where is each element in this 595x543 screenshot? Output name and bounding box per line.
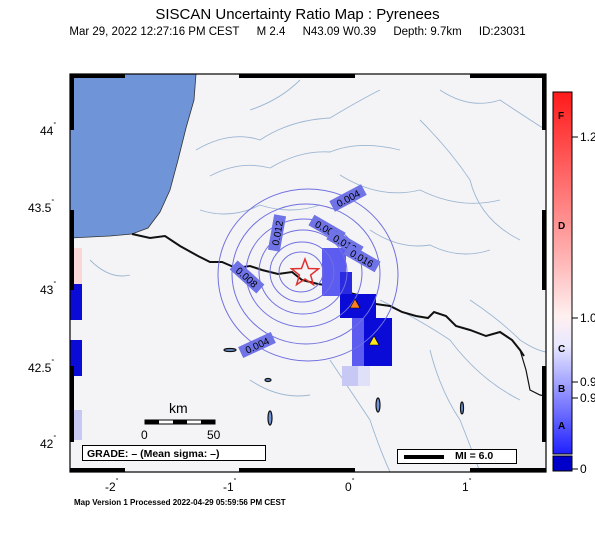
colorbar-value-label: 1.2 — [580, 130, 595, 144]
colorbar-grade-label: B — [558, 384, 566, 395]
event-id: ID:23031 — [478, 26, 526, 38]
colorbar — [552, 91, 573, 455]
colorbar-grade-label: A — [558, 421, 566, 432]
station-orange-icon — [349, 298, 361, 309]
rivers — [89, 79, 546, 472]
colorbar-value-label: 0 — [580, 462, 587, 476]
colorbar-ticks — [572, 136, 578, 470]
frame-ticks — [70, 74, 546, 472]
event-info: Mar 29, 2022 12:27:16 PM CEST M 2.4 N43.… — [0, 26, 595, 38]
event-depth: Depth: 9.7km — [393, 26, 462, 38]
y-tick-label: 43.5° — [28, 199, 55, 215]
y-tick-label: 42° — [40, 435, 57, 451]
ocean-area — [70, 74, 197, 239]
event-location: N43.09 W0.39 — [302, 26, 377, 38]
scale-bar-start: 0 — [141, 428, 148, 442]
mi-legend-label: MI = 6.0 — [455, 450, 494, 462]
colorbar-grade-label: C — [558, 344, 566, 355]
grade-legend: GRADE: – (Mean sigma: –) — [82, 445, 266, 461]
station-yellow-icon — [368, 335, 380, 346]
colorbar-grade-label: D — [558, 221, 566, 232]
epicenter-star-icon — [289, 256, 321, 287]
svg-text:0.012: 0.012 — [271, 220, 286, 247]
contour-label: 0.012 — [267, 214, 286, 252]
scale-bar-unit: km — [169, 400, 188, 416]
colorbar-value-label: 1.0 — [580, 311, 595, 325]
event-magnitude: M 2.4 — [256, 26, 286, 38]
x-tick-label: -1° — [223, 478, 237, 494]
uncertainty-cells — [70, 248, 392, 440]
y-tick-label: 44° — [40, 122, 57, 138]
mi-legend: MI = 6.0 — [397, 449, 517, 464]
y-tick-label: 42.5° — [28, 359, 55, 375]
colorbar-grade-label: F — [558, 111, 565, 122]
mi-legend-bar — [404, 455, 444, 459]
map-title: SISCAN Uncertainty Ratio Map : Pyrenees — [155, 6, 440, 23]
colorbar-value-label: 0.9 — [580, 375, 595, 389]
footer-processed: Map Version 1 Processed 2022-04-29 05:59… — [74, 498, 286, 507]
y-tick-label: 43° — [40, 281, 57, 297]
scale-bar-end: 50 — [207, 428, 221, 442]
colorbar-value-label: 0.9 — [580, 391, 595, 405]
x-tick-label: -2° — [105, 478, 119, 494]
x-tick-label: 1° — [462, 478, 472, 494]
x-tick-label: 0° — [345, 478, 355, 494]
colorbar-min-swatch — [552, 455, 573, 472]
scale-bar — [144, 419, 216, 425]
event-datetime: Mar 29, 2022 12:27:16 PM CEST — [69, 26, 240, 38]
